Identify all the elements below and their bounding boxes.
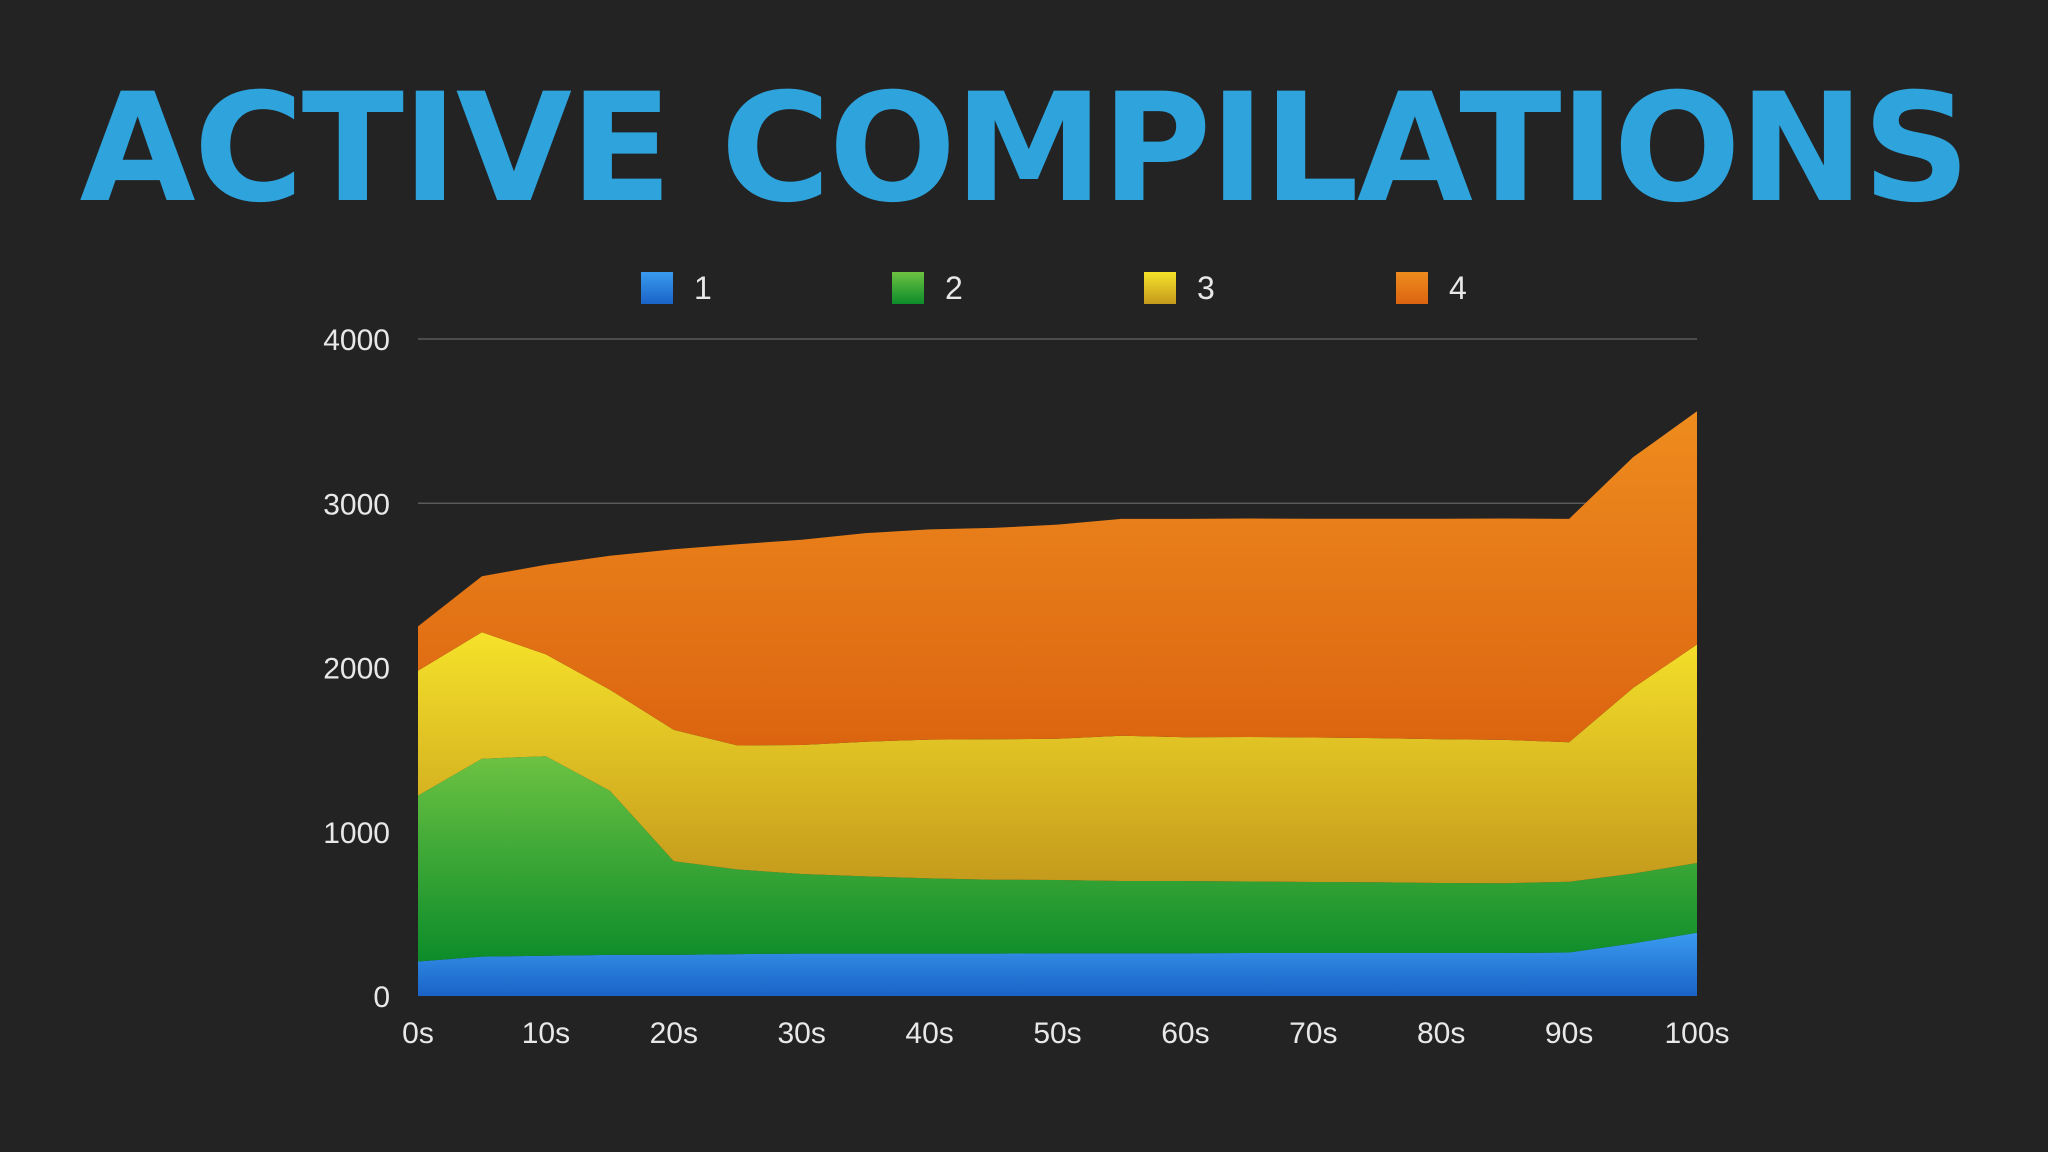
legend-item-2: 2 bbox=[892, 270, 963, 306]
legend-swatch bbox=[1144, 272, 1176, 304]
y-tick-label: 4000 bbox=[323, 324, 390, 357]
x-tick-label: 90s bbox=[1545, 1017, 1593, 1050]
x-tick-label: 20s bbox=[650, 1017, 698, 1050]
legend: 1 2 3 4 bbox=[641, 270, 1467, 306]
x-axis: 0s 10s 20s 30s 40s 50s 60s 70s 80s 90s 100s bbox=[402, 1017, 1729, 1050]
legend-label: 4 bbox=[1449, 270, 1467, 306]
area-series-4 bbox=[418, 411, 1697, 746]
x-tick-label: 80s bbox=[1417, 1017, 1465, 1050]
x-tick-label: 70s bbox=[1289, 1017, 1337, 1050]
x-tick-label: 30s bbox=[778, 1017, 826, 1050]
legend-swatch bbox=[892, 272, 924, 304]
x-tick-label: 10s bbox=[522, 1017, 570, 1050]
series-areas bbox=[418, 411, 1697, 996]
legend-label: 1 bbox=[694, 270, 712, 306]
legend-item-3: 3 bbox=[1144, 270, 1215, 306]
chart-title: ACTIVE COMPILATIONS bbox=[80, 62, 1969, 236]
legend-swatch bbox=[641, 272, 673, 304]
x-tick-label: 40s bbox=[905, 1017, 953, 1050]
area-series-1 bbox=[418, 932, 1697, 996]
legend-item-4: 4 bbox=[1396, 270, 1467, 306]
x-tick-label: 0s bbox=[402, 1017, 434, 1050]
y-tick-label: 3000 bbox=[323, 488, 390, 521]
y-tick-label: 2000 bbox=[323, 653, 390, 686]
x-tick-label: 100s bbox=[1664, 1017, 1729, 1050]
x-tick-label: 60s bbox=[1161, 1017, 1209, 1050]
legend-label: 3 bbox=[1197, 270, 1215, 306]
y-tick-label: 0 bbox=[373, 981, 390, 1014]
x-tick-label: 50s bbox=[1033, 1017, 1081, 1050]
y-tick-label: 1000 bbox=[323, 817, 390, 850]
area-series-2 bbox=[418, 756, 1697, 962]
y-axis: 0 1000 2000 3000 4000 bbox=[323, 324, 390, 1014]
legend-label: 2 bbox=[945, 270, 963, 306]
legend-swatch bbox=[1396, 272, 1428, 304]
legend-item-1: 1 bbox=[641, 270, 712, 306]
area-series-3 bbox=[418, 632, 1697, 884]
